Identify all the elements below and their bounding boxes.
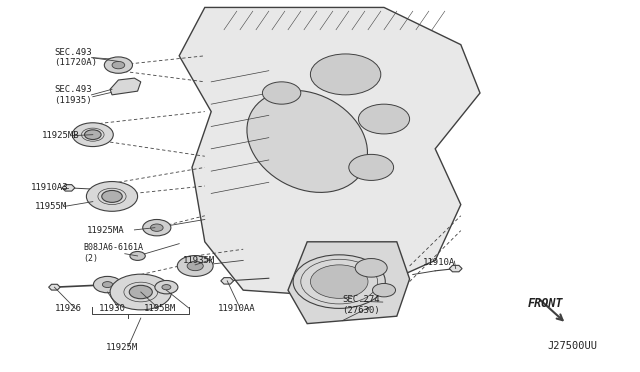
Text: 1195BM: 1195BM — [144, 304, 176, 313]
Text: 11955M: 11955M — [35, 202, 67, 211]
Circle shape — [110, 274, 172, 310]
Text: 11926: 11926 — [54, 304, 81, 313]
Circle shape — [102, 282, 113, 288]
Circle shape — [102, 190, 122, 202]
Polygon shape — [288, 242, 410, 324]
Circle shape — [177, 256, 213, 276]
Text: FRONT: FRONT — [528, 297, 564, 310]
Circle shape — [93, 276, 122, 293]
Circle shape — [112, 61, 125, 69]
Circle shape — [310, 54, 381, 95]
Text: 11935M: 11935M — [182, 256, 214, 265]
Polygon shape — [179, 7, 480, 298]
Circle shape — [358, 104, 410, 134]
Circle shape — [293, 255, 385, 308]
Polygon shape — [110, 78, 141, 95]
Polygon shape — [62, 185, 75, 191]
Circle shape — [104, 57, 132, 73]
Circle shape — [84, 130, 101, 140]
Text: 11925MA: 11925MA — [86, 226, 124, 235]
Polygon shape — [49, 284, 60, 290]
Circle shape — [323, 272, 355, 291]
Text: 11925MB: 11925MB — [42, 131, 79, 140]
Text: B08JA6-6161A
(2): B08JA6-6161A (2) — [83, 243, 143, 263]
Text: SEC.274
(27630): SEC.274 (27630) — [342, 295, 380, 315]
Circle shape — [355, 259, 387, 277]
Polygon shape — [221, 278, 234, 284]
Circle shape — [155, 280, 178, 294]
Circle shape — [187, 261, 204, 271]
Circle shape — [143, 219, 171, 236]
Circle shape — [162, 285, 171, 290]
Circle shape — [150, 224, 163, 231]
Text: 11925M: 11925M — [106, 343, 138, 352]
Circle shape — [310, 265, 368, 298]
Text: 11910A3: 11910A3 — [31, 183, 68, 192]
Circle shape — [129, 285, 152, 299]
Circle shape — [262, 82, 301, 104]
Circle shape — [372, 283, 396, 297]
Text: 11910A: 11910A — [422, 258, 454, 267]
Text: 11910AA: 11910AA — [218, 304, 255, 313]
Circle shape — [72, 123, 113, 147]
Text: SEC.493
(11935): SEC.493 (11935) — [54, 85, 92, 105]
Text: 11930: 11930 — [99, 304, 126, 313]
Text: SEC.493
(11720A): SEC.493 (11720A) — [54, 48, 97, 67]
Text: J27500UU: J27500UU — [547, 341, 597, 351]
Polygon shape — [449, 265, 462, 272]
Circle shape — [349, 154, 394, 180]
Ellipse shape — [247, 90, 367, 192]
Circle shape — [130, 251, 145, 260]
Circle shape — [86, 182, 138, 211]
